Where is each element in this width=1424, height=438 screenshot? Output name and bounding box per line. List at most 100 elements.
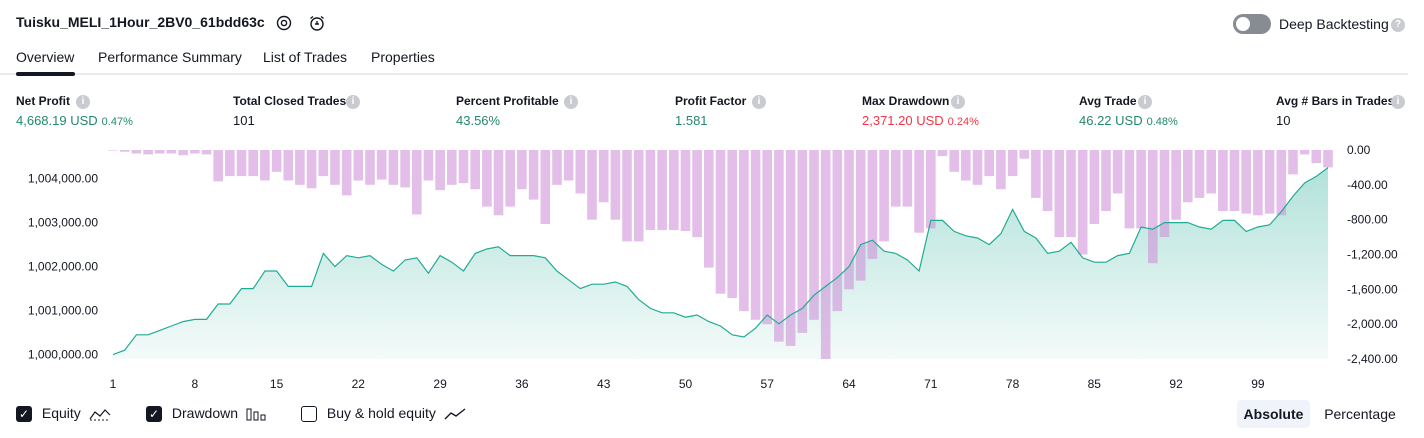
drawdown-bar xyxy=(599,150,609,202)
deep-backtesting-label: Deep Backtesting xyxy=(1279,16,1389,32)
help-icon[interactable]: ? xyxy=(1391,18,1405,32)
drawdown-bar xyxy=(120,150,130,152)
area-chart-icon xyxy=(89,407,111,421)
drawdown-bar xyxy=(190,150,200,154)
drawdown-bar xyxy=(248,150,258,176)
tab-performance-summary[interactable]: Performance Summary xyxy=(98,49,242,65)
info-icon[interactable]: i xyxy=(1391,95,1405,109)
drawdown-bar xyxy=(412,150,422,214)
info-icon[interactable]: i xyxy=(951,95,965,109)
gear-icon[interactable] xyxy=(275,14,293,32)
drawdown-bar xyxy=(809,150,819,320)
tab-properties[interactable]: Properties xyxy=(371,49,435,65)
drawdown-bar xyxy=(1277,150,1287,215)
drawdown-bar xyxy=(1183,150,1193,202)
right-axis-tick-label: -400.00 xyxy=(1347,178,1388,192)
x-axis-tick-label: 50 xyxy=(679,377,693,391)
right-axis-tick-label: -1,200.00 xyxy=(1347,248,1398,262)
drawdown-bar xyxy=(225,150,235,176)
drawdown-bar xyxy=(330,150,340,185)
drawdown-bar xyxy=(879,150,889,241)
left-axis-tick-label: 1,000,000.00 xyxy=(28,348,98,362)
left-axis-tick-label: 1,004,000.00 xyxy=(28,172,98,186)
x-axis-tick-label: 99 xyxy=(1251,377,1265,391)
info-icon[interactable]: i xyxy=(752,95,766,109)
percentage-button[interactable]: Percentage xyxy=(1318,400,1402,428)
drawdown-bar xyxy=(1008,150,1018,176)
drawdown-bar xyxy=(365,150,375,185)
metric-value-avg-trade: 46.22 USD 0.48% xyxy=(1079,113,1178,128)
drawdown-bar xyxy=(833,150,843,311)
metric-value-max-drawdown: 2,371.20 USD 0.24% xyxy=(862,113,979,128)
equity-drawdown-chart[interactable]: 1,004,000.00 1,003,000.00 1,002,000.00 1,00… xyxy=(0,140,1424,395)
legend-buy-hold[interactable]: Buy & hold equity xyxy=(301,405,466,422)
x-axis-tick-label: 64 xyxy=(842,377,856,391)
x-axis-tick-label: 57 xyxy=(761,377,775,391)
info-icon[interactable]: i xyxy=(346,95,360,109)
drawdown-bar xyxy=(541,150,551,224)
tab-overview[interactable]: Overview xyxy=(16,49,74,65)
checkbox-checked-icon[interactable]: ✓ xyxy=(16,406,32,422)
drawdown-bar xyxy=(856,150,866,281)
drawdown-bar xyxy=(692,150,702,237)
left-axis-tick-label: 1,003,000.00 xyxy=(28,216,98,230)
info-icon[interactable]: i xyxy=(76,95,90,109)
drawdown-bar xyxy=(1125,150,1135,228)
drawdown-bar xyxy=(284,150,294,181)
drawdown-bar xyxy=(891,150,901,207)
drawdown-bar xyxy=(751,150,761,320)
drawdown-bar xyxy=(470,150,480,189)
drawdown-bar xyxy=(505,150,515,207)
active-tab-indicator xyxy=(16,72,75,76)
legend-equity[interactable]: ✓ Equity xyxy=(16,405,111,422)
right-axis-tick-label: -2,400.00 xyxy=(1347,352,1398,366)
x-axis-tick-label: 1 xyxy=(110,377,117,391)
drawdown-bar xyxy=(1148,150,1158,263)
info-icon[interactable]: i xyxy=(1138,95,1152,109)
drawdown-bar xyxy=(132,150,142,154)
drawdown-bar xyxy=(1323,150,1333,167)
legend-drawdown[interactable]: ✓ Drawdown xyxy=(146,405,266,422)
tab-divider xyxy=(0,73,1408,75)
metric-value-net-profit: 4,668.19 USD 0.47% xyxy=(16,113,133,128)
drawdown-bar xyxy=(167,150,177,154)
metric-label-avg-bars-in-trades: Avg # Bars in Trades xyxy=(1276,94,1394,108)
checkbox-unchecked-icon[interactable] xyxy=(301,406,317,422)
drawdown-bar xyxy=(237,150,247,176)
drawdown-bar xyxy=(400,150,410,187)
drawdown-bar xyxy=(459,150,469,183)
drawdown-bar xyxy=(1020,150,1030,159)
drawdown-bar xyxy=(319,150,329,176)
alarm-clock-plus-icon[interactable] xyxy=(308,14,326,32)
drawdown-bar xyxy=(1253,150,1263,215)
drawdown-bar xyxy=(646,150,656,230)
drawdown-bar xyxy=(1171,150,1181,220)
checkbox-checked-icon[interactable]: ✓ xyxy=(146,406,162,422)
drawdown-bar xyxy=(178,150,188,155)
drawdown-bar xyxy=(1055,150,1065,237)
drawdown-bar xyxy=(786,150,796,346)
drawdown-bar xyxy=(716,150,726,294)
drawdown-bar xyxy=(155,150,165,154)
drawdown-bar xyxy=(1230,150,1240,211)
x-axis-tick-label: 71 xyxy=(924,377,938,391)
info-icon[interactable]: i xyxy=(564,95,578,109)
drawdown-bar xyxy=(482,150,492,207)
metric-value-avg-bars-in-trades: 10 xyxy=(1276,113,1290,128)
drawdown-bar xyxy=(424,150,434,181)
drawdown-bar xyxy=(926,150,936,228)
drawdown-bar xyxy=(996,150,1006,189)
x-axis-tick-label: 85 xyxy=(1088,377,1102,391)
left-axis-tick-label: 1,002,000.00 xyxy=(28,260,98,274)
drawdown-bar xyxy=(354,150,364,181)
tab-list-of-trades[interactable]: List of Trades xyxy=(263,49,347,65)
metric-label-profit-factor: Profit Factor xyxy=(675,94,746,108)
absolute-button[interactable]: Absolute xyxy=(1237,400,1310,428)
x-axis-tick-label: 29 xyxy=(433,377,447,391)
drawdown-bar xyxy=(1078,150,1088,255)
drawdown-bar xyxy=(260,150,270,181)
metric-label-avg-trade: Avg Trade xyxy=(1079,94,1137,108)
deep-backtesting-toggle[interactable] xyxy=(1233,14,1271,34)
drawdown-bar xyxy=(494,150,504,215)
drawdown-bar xyxy=(1031,150,1041,198)
